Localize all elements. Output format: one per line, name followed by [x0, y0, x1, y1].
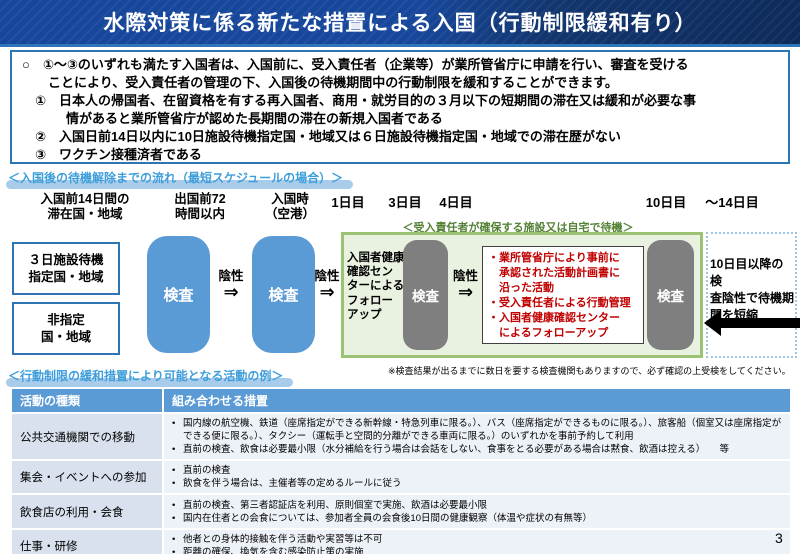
timeline-label: 入国時 （空港）	[264, 192, 315, 221]
measure-text: 直前の検査、第三者認証店を利用、原則個室で実施、飲酒は必要最小限	[183, 499, 488, 511]
arrow-head	[704, 310, 721, 336]
bullet-icon: •	[172, 512, 176, 524]
bullet-icon: •	[172, 547, 176, 554]
page-title: 水際対策に係る新たな措置による入国（行動制限緩和有り）	[103, 12, 697, 35]
measure-text: 距離の確保、換気を含む感染防止策の実施	[183, 547, 364, 554]
table-row: 飲食店の利用・会食 • 直前の検査、第三者認証店を利用、原則個室で実施、飲酒は必…	[12, 495, 790, 528]
stay-note: ＜受入責任者が確保する施設又は自宅で待機＞	[402, 222, 634, 234]
activity-measures: • 直前の検査 • 飲食を伴う場合は、主催者等の定めるルールに従う	[164, 461, 790, 493]
activity-measures: • 直前の検査、第三者認証店を利用、原則個室で実施、飲酒は必要最小限 • 国内在…	[164, 495, 790, 528]
measure-item: • 直前の検査	[172, 464, 784, 477]
activity-section-heading: ＜行動制限の緩和措置により可能となる活動の例＞	[6, 367, 294, 387]
intro-line: ① 日本人の帰国者、在留資格を有する再入国者、商用・就労目的の３月以下の短期間の…	[35, 93, 697, 108]
arrow-shaft	[719, 318, 800, 328]
measure-text: 国内線の航空機、鉄道（座席指定ができる新幹線・特急列車に限る。）、バス（座席指定…	[183, 418, 782, 442]
intro-line: 情があると業所管省庁が認めた長期間の滞在の新規入国者である	[66, 111, 443, 126]
measure-text: 飲食を伴う場合は、主催者等の定めるルールに従う	[183, 478, 402, 489]
measure-item: • 直前の検査、飲食は必要最小限（水分補給を行う場合は会話をしない、食事をとる必…	[172, 443, 784, 456]
timeline-day: 1日目	[331, 195, 365, 210]
page-number: 3	[775, 530, 783, 546]
measure-item: • 国内線の航空機、鉄道（座席指定ができる新幹線・特急列車に限る。）、バス（座席…	[172, 417, 784, 443]
intro-line: ③ ワクチン接種済者である	[35, 147, 202, 162]
bullet-icon: •	[172, 418, 176, 429]
measure-text: 直前の検査	[183, 465, 231, 476]
intro-line: ○ ①～③のいずれも満たす入国者は、入国前に、受入責任者（企業等）が業所管省庁に…	[22, 57, 689, 72]
bullet-icon: •	[172, 444, 176, 455]
measure-item: • 他者との身体的接触を伴う活動や実習等は不可	[172, 533, 784, 546]
right-arrow-icon: ⇒	[319, 282, 335, 302]
test-note: ※検査結果が出るまでに数日を要する検査機関もありますので、必ず確認の上受検をして…	[388, 366, 791, 376]
table-header-row: 活動の種類 組み合わせる措置	[12, 389, 790, 412]
activity-type: 飲食店の利用・会食	[12, 495, 162, 528]
measure-item: • 直前の検査、第三者認証店を利用、原則個室で実施、飲酒は必要最小限	[172, 499, 784, 512]
intro-box: ○ ①～③のいずれも満たす入国者は、入国前に、受入責任者（企業等）が業所管省庁に…	[10, 50, 790, 164]
table-row: 公共交通機関での移動 • 国内線の航空機、鉄道（座席指定ができる新幹線・特急列車…	[12, 414, 790, 459]
bullet-icon: •	[172, 534, 176, 545]
heading-underline	[6, 378, 294, 387]
flow-section-heading: ＜入国後の待機解除までの流れ（最短スケジュールの場合）＞	[6, 169, 354, 189]
activity-measures: • 他者との身体的接触を伴う活動や実習等は不可 • 距離の確保、換気を含む感染防…	[164, 530, 790, 554]
negative-arrow: 陰性 ⇒	[313, 269, 341, 302]
activity-table: 活動の種類 組み合わせる措置 公共交通機関での移動 • 国内線の航空機、鉄道（座…	[12, 389, 790, 554]
column-header: 活動の種類	[12, 389, 162, 412]
shorten-note: 10日目以降の検 査陰性で待機期 間を短縮	[710, 257, 795, 322]
health-center-text: 入国者健康 確認セン ターによる フォロー アップ	[347, 252, 405, 321]
timeline-day: ～14日目	[705, 195, 759, 210]
intro-line: ことにより、受入責任者の管理の下、入国後の待機期間中の行動制限を緩和することがで…	[48, 75, 618, 90]
activity-type: 仕事・研修	[12, 530, 162, 554]
bullet-icon: •	[172, 465, 176, 476]
negative-label: 陰性	[452, 269, 478, 283]
table-row: 集会・イベントへの参加 • 直前の検査 • 飲食を伴う場合は、主催者等の定めるル…	[12, 461, 790, 493]
activity-type: 集会・イベントへの参加	[12, 461, 162, 493]
test-pill: 検査	[403, 240, 448, 350]
timeline-label: 入国前14日間の 滞在国・地域	[40, 192, 130, 221]
section-heading-text: ＜行動制限の緩和措置により可能となる活動の例＞	[8, 369, 284, 383]
negative-label: 陰性	[314, 269, 340, 283]
negative-arrow: 陰性 ⇒	[212, 269, 250, 302]
test-pill: 検査	[647, 240, 694, 350]
activity-measures: • 国内線の航空機、鉄道（座席指定ができる新幹線・特急列車に限る。）、バス（座席…	[164, 414, 790, 459]
activity-type: 公共交通機関での移動	[12, 414, 162, 459]
left-arrow-icon	[704, 310, 800, 336]
bullet-icon: •	[172, 499, 176, 511]
origin-box-nondesignated: 非指定 国・地域	[12, 302, 120, 355]
bullet-icon: •	[172, 478, 176, 489]
measure-text: 国内在住者との会食については、参加者全員の会食後10日間の健康観察（体温や症状の…	[183, 512, 592, 524]
section-heading-text: ＜入国後の待機解除までの流れ（最短スケジュールの場合）＞	[8, 171, 344, 185]
intro-line: ② 入国日前14日以内に10日施設待機指定国・地域又は６日施設待機指定国・地域で…	[35, 129, 621, 144]
negative-label: 陰性	[218, 269, 244, 283]
approved-activities-box: ・業所管省庁により事前に 承認された活動計画書に 沿った活動 ・受入責任者による…	[482, 246, 644, 344]
table-row: 仕事・研修 • 他者との身体的接触を伴う活動や実習等は不可 • 距離の確保、換気…	[12, 530, 790, 554]
measure-item: • 飲食を伴う場合は、主催者等の定めるルールに従う	[172, 477, 784, 490]
test-pill: 検査	[252, 236, 315, 353]
measure-text: 直前の検査、飲食は必要最小限（水分補給を行う場合は会話をしない、食事をとる必要が…	[183, 444, 729, 455]
timeline-day: 3日目	[388, 195, 422, 210]
timeline-day: 4日目	[439, 195, 473, 210]
shorten-dotted-box	[706, 232, 797, 358]
origin-box-designated: ３日施設待機 指定国・地域	[12, 242, 120, 295]
timeline-day: 10日目	[645, 195, 687, 210]
measure-item: • 距離の確保、換気を含む感染防止策の実施	[172, 546, 784, 554]
negative-arrow: 陰性 ⇒	[449, 269, 482, 302]
test-pill: 検査	[147, 236, 210, 353]
timeline-label: 出国前72 時間以内	[174, 192, 226, 221]
right-arrow-icon: ⇒	[457, 282, 474, 302]
heading-underline	[6, 180, 354, 189]
column-header: 組み合わせる措置	[164, 389, 790, 412]
measure-text: 他者との身体的接触を伴う活動や実習等は不可	[183, 534, 383, 545]
measure-item: • 国内在住者との会食については、参加者全員の会食後10日間の健康観察（体温や症…	[172, 512, 784, 525]
right-arrow-icon: ⇒	[223, 282, 239, 302]
title-banner: 水際対策に係る新たな措置による入国（行動制限緩和有り）	[0, 0, 800, 47]
